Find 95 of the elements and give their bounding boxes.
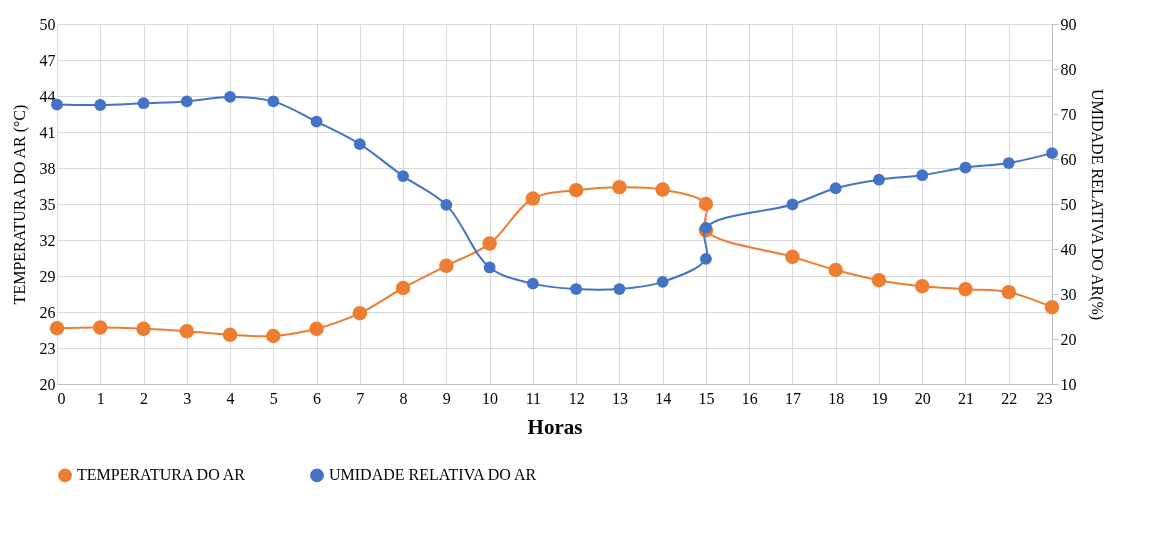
x-tick-label: 4 <box>226 389 235 407</box>
y2-axis-title: UMIDADE RELATIVA DO AR(%) <box>1087 88 1106 321</box>
x-tick-label: 5 <box>269 389 278 407</box>
point <box>309 321 324 337</box>
point <box>267 95 280 108</box>
y-tick-label: 35 <box>39 195 56 213</box>
point <box>829 182 842 195</box>
x-tick-label: 1 <box>96 389 105 407</box>
x-tick-label: 20 <box>914 389 931 407</box>
point <box>224 91 236 103</box>
x-tick-label: 9 <box>442 389 451 407</box>
x-tick-label: 12 <box>568 389 585 407</box>
point <box>137 97 150 110</box>
x-tick-label: 21 <box>957 389 974 407</box>
y-tick-label: 41 <box>39 123 56 141</box>
point <box>958 281 973 297</box>
x-tick-label: 8 <box>399 389 408 407</box>
point <box>1044 299 1060 315</box>
point <box>439 258 454 274</box>
y-tick-label: 32 <box>39 231 56 249</box>
point <box>786 198 799 211</box>
x-tick-label: 2 <box>140 389 149 407</box>
point <box>570 283 583 295</box>
point <box>397 170 409 182</box>
point <box>568 182 584 198</box>
y2-tick-label: 70 <box>1060 105 1077 123</box>
point <box>482 236 497 251</box>
x-tick-label: 18 <box>828 389 845 407</box>
x-tick-label: 14 <box>655 389 672 407</box>
y-tick-label: 20 <box>39 375 56 393</box>
x-tick-label: 6 <box>313 389 322 407</box>
x-tick-label: 15 <box>698 389 715 407</box>
point <box>1046 147 1058 160</box>
x-tick-label: 11 <box>525 389 542 407</box>
legend-label: TEMPERATURA DO AR <box>77 466 246 484</box>
y2-tick-label: 90 <box>1060 15 1077 33</box>
y-tick-label: 38 <box>39 159 56 177</box>
point <box>93 320 108 335</box>
point <box>525 191 541 206</box>
point <box>613 283 626 295</box>
x-tick-label: 16 <box>741 389 758 407</box>
point <box>612 179 627 195</box>
point <box>700 221 712 234</box>
point <box>700 253 712 265</box>
point <box>222 327 238 343</box>
y-tick-label: 50 <box>39 15 56 33</box>
x-tick-label: 17 <box>784 389 801 407</box>
y-tick-label: 47 <box>39 51 56 69</box>
y-tick-label: 29 <box>39 267 56 285</box>
x-tick-label: 23 <box>1036 389 1053 407</box>
point <box>395 280 411 296</box>
point <box>656 275 669 288</box>
y2-tick-label: 40 <box>1060 240 1077 258</box>
point <box>916 169 929 182</box>
y2-tick-label: 50 <box>1060 195 1077 213</box>
x-tick-label: 22 <box>1001 389 1018 407</box>
point <box>828 262 843 278</box>
y-tick-label: 23 <box>39 339 56 357</box>
point <box>1001 284 1016 300</box>
point <box>655 182 670 197</box>
y-axis-title: TEMPERATURA DO AR (°C) <box>10 104 29 305</box>
point <box>94 99 107 111</box>
y-tick-label: 44 <box>39 87 56 105</box>
y2-tick-label: 20 <box>1060 330 1077 348</box>
legend-label: UMIDADE RELATIVA DO AR <box>329 466 537 484</box>
point <box>352 305 368 321</box>
point <box>959 161 972 174</box>
x-tick-label: 7 <box>356 389 365 407</box>
point <box>914 278 930 294</box>
y2-tick-label: 60 <box>1060 150 1077 168</box>
point <box>353 138 366 151</box>
point <box>873 173 885 186</box>
point <box>483 261 496 274</box>
y2-tick-label: 10 <box>1060 375 1077 393</box>
x-tick-label: 10 <box>482 389 499 407</box>
y-tick-label: 26 <box>39 303 56 321</box>
point <box>266 328 281 344</box>
y2-tick-label: 30 <box>1060 285 1077 303</box>
point <box>136 321 151 337</box>
y2-tick-label: 80 <box>1060 60 1077 78</box>
point <box>1002 157 1015 169</box>
point <box>526 277 539 290</box>
point <box>310 115 323 128</box>
point <box>179 323 195 339</box>
point <box>698 196 714 212</box>
x-tick-label: 3 <box>183 389 192 407</box>
x-tick-label: 0 <box>57 389 66 407</box>
x-tick-label: 19 <box>871 389 888 407</box>
point <box>49 320 65 336</box>
x-axis-title: Horas <box>527 414 583 439</box>
point <box>785 249 800 265</box>
x-tick-label: 13 <box>611 389 628 407</box>
point <box>180 95 193 108</box>
point <box>871 272 887 288</box>
point <box>440 199 453 211</box>
